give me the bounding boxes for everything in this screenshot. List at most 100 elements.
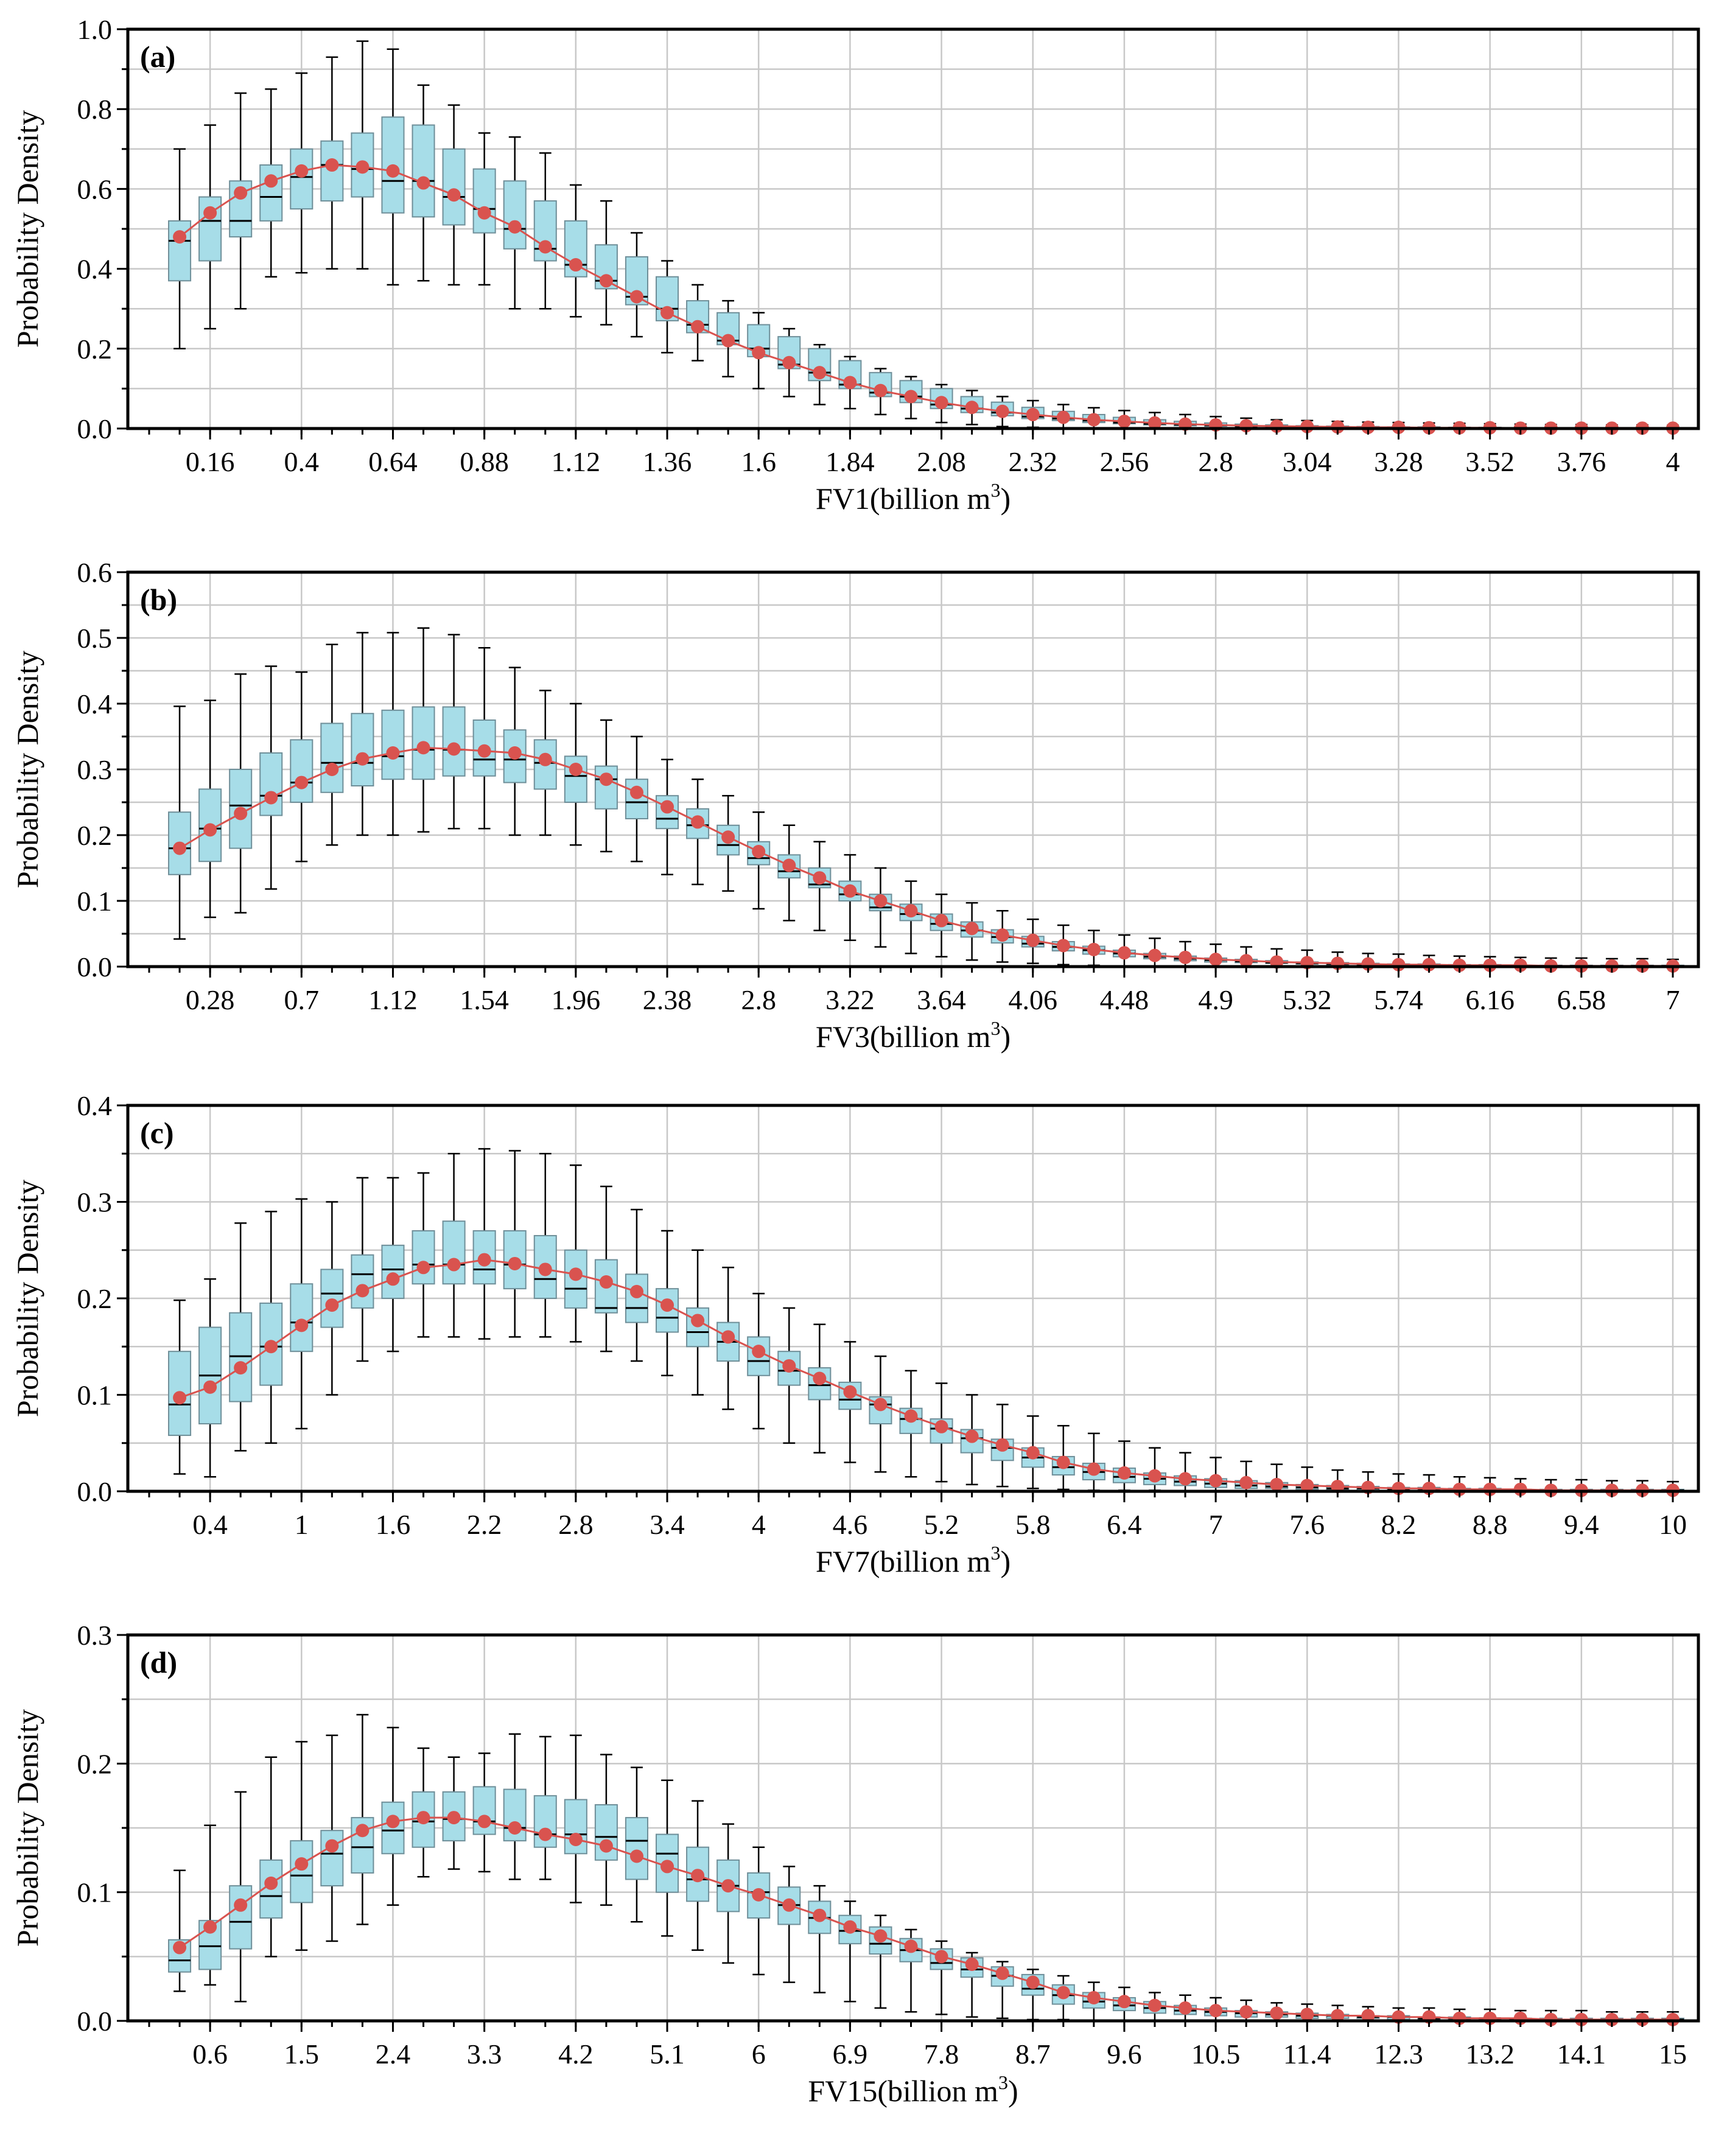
box-16 <box>655 758 679 876</box>
x-tick-label: 2.08 <box>917 446 966 477</box>
box-9 <box>442 104 466 286</box>
iqr-box <box>442 706 466 777</box>
x-tick-label: 6.4 <box>1107 1509 1142 1540</box>
x-axis-label-text: FV15(billion m <box>808 2074 998 2108</box>
iqr-box <box>442 148 466 226</box>
x-tick-label: 0.28 <box>186 984 235 1015</box>
iqr-box <box>168 1939 192 1973</box>
mean-point <box>264 791 278 805</box>
x-tick-label: 1.6 <box>376 1509 411 1540</box>
x-tick-label: 6.58 <box>1557 984 1606 1015</box>
x-axis-label-text: FV3(billion m <box>816 1020 991 1054</box>
box-2 <box>229 1222 253 1452</box>
mean-point <box>904 390 918 404</box>
iqr-box <box>320 1830 344 1887</box>
x-axis-label-close: ) <box>1000 1544 1011 1578</box>
iqr-box <box>564 1799 587 1855</box>
box-14 <box>594 1754 618 1906</box>
iqr-box <box>625 1817 648 1880</box>
x-tick-label: 2.2 <box>467 1509 502 1540</box>
mean-point <box>1147 1998 1161 2012</box>
mean-point <box>1056 939 1070 953</box>
x-tick-label: 1.84 <box>825 446 875 477</box>
panel-a: 0.0 0.2 0.4 0.6 0.8 1.0 0.16 0.4 0.64 0.88 1.12 1.3… <box>10 14 1700 516</box>
mean-point <box>752 1345 766 1359</box>
iqr-box <box>351 713 374 786</box>
mean-point <box>325 158 339 172</box>
panel-label: (d) <box>140 1645 177 1679</box>
box-15 <box>625 1208 648 1362</box>
y-tick-label: 0.0 <box>77 1476 113 1507</box>
x-tick-label: 0.6 <box>192 2039 228 2070</box>
x-axis-label: FV1(billion m3) <box>816 479 1011 516</box>
mean-point <box>234 186 248 200</box>
box-10 <box>472 646 496 830</box>
x-tick-label: 10.5 <box>1191 2039 1241 2070</box>
mean-point <box>386 1272 400 1286</box>
x-tick-label: 2.8 <box>558 1509 594 1540</box>
x-axis-label-text: FV7(billion m <box>816 1544 991 1578</box>
iqr-box <box>412 1230 435 1285</box>
mean-point <box>599 274 613 288</box>
x-tick-label: 2.38 <box>643 984 692 1015</box>
iqr-box <box>472 168 496 234</box>
mean-point <box>1147 1469 1161 1483</box>
box-19 <box>747 312 771 390</box>
mean-point <box>1331 2009 1345 2023</box>
x-tick-label: 15 <box>1659 2039 1687 2070</box>
box-13 <box>564 1734 587 1903</box>
x-tick-label: 0.64 <box>368 446 418 477</box>
mean-point <box>356 1824 370 1838</box>
mean-point <box>508 1256 522 1270</box>
box-19 <box>747 1846 771 1976</box>
mean-point <box>264 174 278 188</box>
x-tick-label: 1.12 <box>552 446 601 477</box>
iqr-box <box>229 1312 253 1402</box>
mean-point <box>629 290 643 304</box>
x-tick-label: 2.8 <box>741 984 776 1015</box>
mean-point <box>965 922 979 936</box>
mean-point <box>1026 1975 1040 1989</box>
mean-point <box>356 160 370 174</box>
box-31 <box>1112 1440 1136 1491</box>
mean-point <box>477 744 491 758</box>
x-tick-label: 7 <box>1666 984 1680 1015</box>
x-tick-label: 0.88 <box>460 446 509 477</box>
mean-point <box>1056 1455 1070 1469</box>
mean-point <box>1117 1466 1131 1480</box>
x-tick-label: 3.52 <box>1465 446 1515 477</box>
mean-point <box>629 785 643 799</box>
box-12 <box>533 152 557 310</box>
mean-point <box>934 1419 948 1433</box>
x-tick-label: 2.32 <box>1008 446 1057 477</box>
x-tick-label: 1.6 <box>741 446 776 477</box>
mean-point <box>752 346 766 360</box>
box-3 <box>259 665 283 890</box>
mean-point <box>874 894 888 908</box>
mean-point <box>660 1860 674 1874</box>
mean-point <box>629 1284 643 1298</box>
mean-point <box>874 383 888 397</box>
mean-point <box>1117 415 1131 429</box>
y-tick-label: 0.1 <box>77 1380 113 1411</box>
mean-point <box>782 355 796 369</box>
mean-point <box>1239 2005 1253 2019</box>
y-tick-label: 1.0 <box>77 14 113 45</box>
x-tick-label: 6 <box>752 2039 766 2070</box>
x-tick-label: 1.54 <box>460 984 509 1015</box>
mean-point <box>1209 1474 1223 1488</box>
box-12 <box>533 1735 557 1880</box>
y-tick-label: 0.0 <box>77 2006 113 2037</box>
mean-point <box>813 1908 827 1922</box>
mean-point <box>599 1839 613 1853</box>
mean-point <box>934 1950 948 1964</box>
mean-point <box>538 240 552 254</box>
box-1 <box>198 124 222 330</box>
mean-point <box>477 206 491 220</box>
mean-point <box>843 1920 857 1934</box>
x-tick-label: 13.2 <box>1465 2039 1515 2070</box>
mean-point <box>752 1888 766 1902</box>
x-axis-label-close: ) <box>1008 2074 1018 2108</box>
x-tick-label: 7.6 <box>1290 1509 1325 1540</box>
mean-point <box>173 1391 187 1405</box>
